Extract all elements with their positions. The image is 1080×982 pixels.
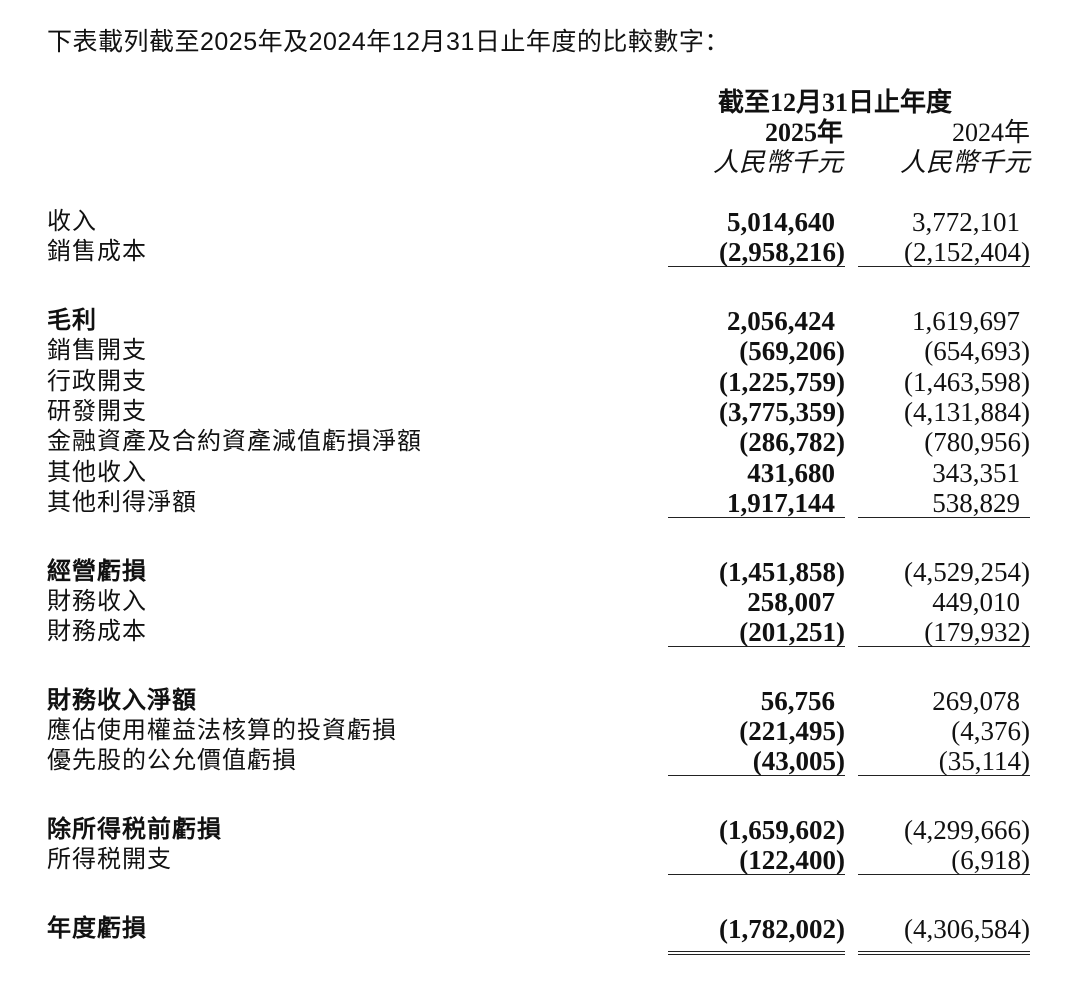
value-2025: 1,917,144 (668, 488, 845, 519)
value-2025: (1,659,602) (719, 814, 845, 845)
value-2024: (4,299,666) (904, 814, 1030, 845)
value-2024: 538,829 (858, 488, 1030, 519)
table-row: 除所得税前虧損 (1,659,602) (4,299,666) (0, 815, 1080, 845)
table-row: 銷售成本 (2,958,216) (2,152,404) (0, 237, 1080, 268)
value-2025: (1,225,759) (719, 366, 845, 397)
table-row: 收入 5,014,640 3,772,101 (0, 207, 1080, 237)
row-label: 財務收入 (47, 587, 147, 615)
table-row: 應佔使用權益法核算的投資虧損 (221,495) (4,376) (0, 716, 1080, 746)
row-label: 其他收入 (47, 458, 147, 486)
value-2025: (1,451,858) (719, 556, 845, 587)
table-row: 財務成本 (201,251) (179,932) (0, 617, 1080, 648)
year-2025-header: 2025年 (764, 118, 843, 147)
table-group: 收入 5,014,640 3,772,101 銷售成本 (2,958,216) (2,15… (0, 207, 1080, 268)
row-label: 金融資產及合約資產減值虧損淨額 (47, 428, 422, 456)
table-row: 金融資產及合約資產減值虧損淨額 (286,782) (780,956) (0, 427, 1080, 457)
table-row: 財務收入 258,007 449,010 (0, 587, 1080, 617)
value-2024: (780,956) (924, 427, 1030, 458)
row-label: 年度虧損 (47, 914, 147, 942)
value-2024: (654,693) (924, 336, 1030, 367)
value-2025: 5,014,640 (727, 207, 835, 237)
row-label: 其他利得淨額 (47, 489, 197, 517)
value-2025: 431,680 (747, 457, 835, 488)
table-row: 銷售開支 (569,206) (654,693) (0, 336, 1080, 366)
table-row: 所得税開支 (122,400) (6,918) (0, 845, 1080, 876)
table-row: 財務收入淨額 56,756 269,078 (0, 686, 1080, 716)
table-row: 其他利得淨額 1,917,144 538,829 (0, 488, 1080, 519)
value-2024: (4,529,254) (904, 556, 1030, 587)
value-2024: 449,010 (932, 586, 1020, 617)
comparison-table: 收入 5,014,640 3,772,101 銷售成本 (2,958,216) (2,15… (0, 207, 1080, 982)
row-label: 財務收入淨額 (47, 686, 197, 714)
row-label: 銷售成本 (47, 238, 147, 266)
value-2025: 2,056,424 (727, 305, 835, 336)
value-2025: (569,206) (739, 336, 845, 367)
value-2025: (43,005) (668, 746, 845, 777)
value-2024: (4,131,884) (904, 396, 1030, 427)
table-group: 毛利 2,056,424 1,619,697 銷售開支 (569,206) (654,69… (0, 306, 1080, 519)
value-2025: (2,958,216) (668, 237, 845, 268)
value-2024: (179,932) (858, 617, 1030, 648)
intro-text: 下表載列截至2025年及2024年12月31日止年度的比較數字： (47, 28, 730, 56)
value-2025: (122,400) (668, 845, 845, 876)
row-label: 收入 (47, 208, 97, 235)
value-2024: (4,306,584) (858, 914, 1030, 955)
table-row: 年度虧損 (1,782,002) (4,306,584) (0, 914, 1080, 955)
value-2025: 56,756 (760, 685, 835, 716)
value-2025: (1,782,002) (668, 914, 845, 955)
value-2024: 343,351 (932, 457, 1020, 488)
table-group: 財務收入淨額 56,756 269,078 應佔使用權益法核算的投資虧損 (221,49… (0, 686, 1080, 777)
table-group: 除所得税前虧損 (1,659,602) (4,299,666) 所得税開支 (122,4… (0, 815, 1080, 876)
unit-2024-header: 人民幣千元 (899, 148, 1030, 177)
value-2024: 3,772,101 (912, 207, 1020, 237)
value-2025: 258,007 (747, 586, 835, 617)
value-2025: (221,495) (739, 716, 845, 747)
table-row: 研發開支 (3,775,359) (4,131,884) (0, 397, 1080, 427)
period-header: 截至12月31日止年度 (718, 88, 953, 117)
row-label: 經營虧損 (47, 557, 147, 585)
row-label: 行政開支 (47, 367, 147, 395)
table-group: 經營虧損 (1,451,858) (4,529,254) 財務收入 258,007 449… (0, 557, 1080, 648)
row-label: 研發開支 (47, 397, 147, 425)
table-row: 優先股的公允價值虧損 (43,005) (35,114) (0, 746, 1080, 777)
value-2025: (201,251) (668, 617, 845, 648)
value-2025: (3,775,359) (719, 396, 845, 427)
value-2024: (2,152,404) (858, 237, 1030, 268)
value-2024: (1,463,598) (904, 366, 1030, 397)
table-group: 年度虧損 (1,782,002) (4,306,584) (0, 914, 1080, 955)
row-label: 財務成本 (47, 618, 147, 646)
year-2024-header: 2024年 (951, 118, 1030, 147)
unit-2025-header: 人民幣千元 (712, 148, 843, 177)
value-2024: (4,376) (951, 716, 1030, 747)
value-2025: (286,782) (739, 427, 845, 458)
value-2024: (35,114) (858, 746, 1030, 777)
row-label: 優先股的公允價值虧損 (47, 747, 297, 775)
row-label: 除所得税前虧損 (47, 815, 222, 843)
value-2024: (6,918) (858, 845, 1030, 876)
table-row: 毛利 2,056,424 1,619,697 (0, 306, 1080, 336)
table-row: 經營虧損 (1,451,858) (4,529,254) (0, 557, 1080, 587)
row-label: 毛利 (47, 306, 97, 334)
row-label: 所得税開支 (47, 846, 172, 874)
row-label: 應佔使用權益法核算的投資虧損 (47, 717, 397, 745)
value-2024: 1,619,697 (912, 305, 1020, 336)
table-row: 其他收入 431,680 343,351 (0, 458, 1080, 488)
row-label: 銷售開支 (47, 337, 147, 365)
value-2024: 269,078 (932, 685, 1020, 716)
table-row: 行政開支 (1,225,759) (1,463,598) (0, 367, 1080, 397)
